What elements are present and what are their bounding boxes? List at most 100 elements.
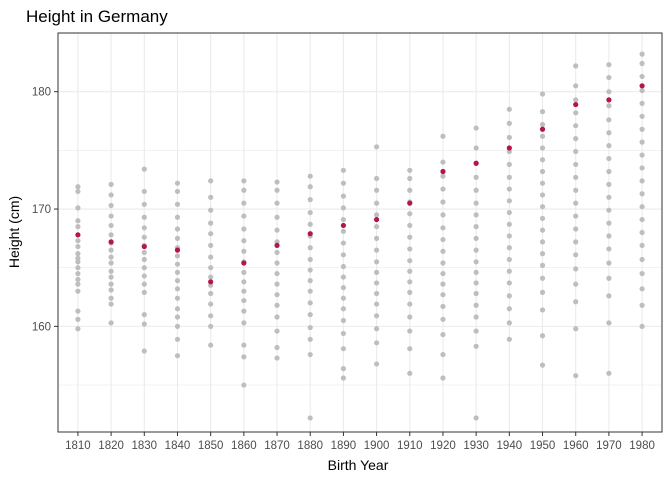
data-point [440, 248, 446, 254]
data-point [539, 239, 546, 245]
data-point [473, 314, 479, 320]
x-tick-label: 1810 [65, 440, 91, 452]
mean-point [307, 231, 313, 237]
x-tick-label: 1890 [331, 440, 357, 452]
data-point [274, 227, 280, 233]
data-point [440, 186, 446, 192]
data-point [75, 308, 81, 314]
data-point [307, 312, 313, 318]
data-point [440, 133, 446, 139]
data-point [639, 270, 645, 277]
y-tick-label: 160 [32, 321, 51, 333]
data-point [141, 348, 147, 354]
data-point [373, 235, 380, 241]
data-point [241, 213, 247, 219]
data-point [174, 295, 181, 301]
data-point [141, 281, 147, 287]
data-point [573, 187, 579, 193]
data-point [274, 249, 280, 256]
data-point [506, 320, 512, 326]
x-axis-ticks: 1810 1820 1830 1840 1850 1860 1870 1880 1890 1900… [65, 432, 655, 452]
mean-point [573, 101, 579, 108]
data-point [141, 214, 147, 220]
data-point [307, 209, 313, 216]
data-point [174, 226, 181, 232]
x-tick-label: 1960 [563, 440, 589, 452]
data-point [340, 228, 347, 234]
data-point [174, 269, 181, 275]
data-point [307, 173, 313, 179]
data-point [506, 221, 512, 227]
data-point [539, 145, 546, 151]
data-point [506, 198, 512, 204]
data-point [440, 270, 446, 277]
data-point [373, 200, 380, 206]
data-point [539, 157, 546, 163]
x-tick-label: 1820 [98, 440, 124, 452]
data-point [373, 340, 380, 346]
data-point [108, 247, 114, 253]
data-point [274, 292, 280, 298]
data-point [639, 51, 645, 57]
data-point [506, 120, 512, 126]
data-point [407, 246, 413, 252]
data-point [307, 267, 313, 273]
data-point [75, 238, 81, 244]
data-point [639, 165, 645, 171]
x-tick-label: 1930 [463, 440, 489, 452]
data-point [606, 246, 612, 252]
data-point [407, 289, 413, 295]
data-point [75, 316, 81, 322]
data-point [440, 236, 446, 243]
major-gridlines [58, 33, 662, 432]
data-point [606, 370, 612, 376]
data-point [75, 205, 81, 211]
data-point [373, 224, 380, 230]
data-point [373, 144, 380, 150]
data-point [174, 235, 181, 241]
mean-point [75, 232, 81, 238]
data-point [307, 415, 313, 421]
data-point [440, 316, 446, 322]
data-point [340, 330, 347, 337]
data-point [340, 205, 347, 211]
data-point [606, 130, 612, 136]
data-point [108, 268, 114, 274]
data-point [241, 308, 247, 314]
data-point [274, 270, 280, 277]
data-point [174, 286, 181, 292]
data-point [573, 148, 579, 155]
mean-point [539, 126, 546, 132]
data-point [473, 269, 479, 275]
data-point [274, 314, 280, 320]
data-point [639, 139, 645, 145]
data-point [274, 344, 280, 351]
data-point [208, 301, 214, 307]
data-point [241, 382, 247, 388]
data-point [639, 256, 645, 263]
chart-title: Height in Germany [26, 7, 168, 26]
data-point [573, 110, 579, 116]
data-point [241, 238, 247, 244]
data-point [639, 229, 645, 236]
data-point [473, 259, 479, 265]
data-point [307, 324, 313, 331]
data-point [573, 252, 579, 258]
data-point [307, 288, 313, 294]
observation-points [75, 51, 645, 421]
data-point [440, 212, 446, 218]
data-point [373, 280, 380, 286]
data-point [473, 145, 479, 151]
data-point [473, 187, 479, 193]
data-point [539, 168, 546, 175]
data-point [373, 175, 380, 182]
data-point [639, 73, 645, 80]
data-point [174, 278, 181, 284]
mean-point [606, 97, 612, 103]
data-point [573, 213, 579, 219]
mean-points [75, 83, 645, 285]
data-point [407, 314, 413, 320]
data-point [340, 274, 347, 280]
data-point [407, 167, 413, 173]
data-point [307, 245, 313, 251]
